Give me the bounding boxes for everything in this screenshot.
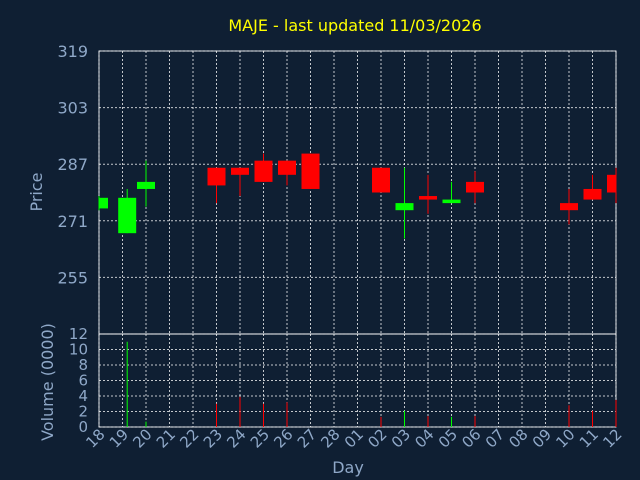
- volume-tick-label: 12: [69, 325, 88, 343]
- candle-body: [301, 153, 320, 189]
- candle-body: [254, 160, 273, 182]
- candle-body: [118, 197, 137, 234]
- candle-body: [137, 181, 155, 189]
- candle-body: [231, 167, 249, 175]
- volume-tick-label: 10: [69, 341, 88, 359]
- candle-body: [207, 167, 226, 186]
- candle-body: [607, 174, 616, 193]
- price-tick-labels: 319 303 287 271 255: [57, 42, 88, 287]
- candle-body: [278, 160, 296, 175]
- volume-tick-label: 4: [78, 387, 88, 405]
- candle-body: [583, 188, 602, 200]
- volume-tick-label: 0: [78, 418, 88, 436]
- chart-title: MAJE - last updated 11/03/2026: [228, 16, 481, 35]
- volume-tick-label: 2: [78, 403, 88, 421]
- volume-plot-frame: [98, 333, 617, 428]
- candle-body: [419, 196, 437, 200]
- volume-tick-label: 6: [78, 372, 88, 390]
- candle-body: [560, 203, 578, 211]
- price-tick-label: 319: [57, 42, 88, 61]
- price-tick-label: 287: [57, 155, 88, 174]
- volume-bars: [126, 341, 617, 427]
- price-tick-label: 255: [57, 268, 88, 287]
- candle-body: [466, 181, 484, 193]
- price-tick-label: 271: [57, 212, 88, 231]
- volume-tick-label: 8: [78, 356, 88, 374]
- volume-axis-label: Volume (0000): [38, 323, 57, 441]
- price-axis-label: Price: [27, 172, 46, 211]
- candle-body: [442, 199, 461, 204]
- price-tick-label: 303: [57, 99, 88, 118]
- candle-body: [395, 203, 414, 211]
- candle-body: [372, 167, 390, 193]
- x-axis-label: Day: [332, 458, 364, 477]
- candles: [98, 153, 617, 239]
- candle-body: [99, 197, 108, 209]
- day-tick-labels: 1819202122232425262728010203040506070809…: [82, 425, 625, 451]
